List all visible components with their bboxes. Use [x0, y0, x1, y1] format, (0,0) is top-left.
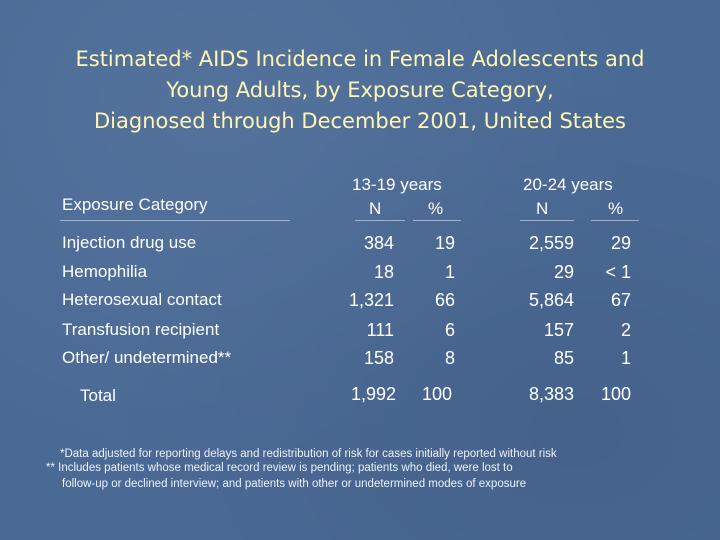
exposure-category-header: Exposure Category: [62, 195, 208, 214]
total-n1: 1,992: [350, 384, 396, 404]
group2-n-rule: [520, 220, 574, 221]
row-p1: 8: [444, 348, 455, 368]
group1-pct-rule: [413, 220, 461, 221]
row-p2: 67: [610, 290, 631, 310]
title-line-3: Diagnosed through December 2001, United …: [94, 109, 626, 133]
group-13-19-header: 13-19 years: [352, 175, 442, 194]
row-p1: 66: [434, 290, 455, 310]
group1-pct-header: %: [428, 199, 444, 218]
row-n1: 384: [363, 233, 394, 253]
row-p2: < 1: [605, 262, 631, 282]
group2-pct-rule: [591, 220, 639, 221]
row-n1: 1,321: [348, 290, 394, 310]
row-p2: 1: [620, 348, 631, 368]
row-n1: 158: [363, 348, 394, 368]
row-p2: 2: [620, 320, 631, 340]
row-n2: 2,559: [528, 233, 574, 253]
group-20-24-header: 20-24 years: [523, 175, 613, 194]
row-n2: 85: [553, 348, 574, 368]
row-p1: 19: [434, 233, 455, 253]
group2-n-header: N: [536, 199, 549, 218]
row-label: Injection drug use: [62, 233, 197, 252]
row-p2: 29: [610, 233, 631, 253]
row-label: Hemophilia: [62, 262, 148, 281]
total-p2: 100: [600, 384, 631, 404]
row-n2: 5,864: [528, 290, 574, 310]
row-p1: 1: [444, 262, 455, 282]
total-label: Total: [80, 386, 116, 405]
group2-pct-header: %: [608, 199, 624, 218]
row-p1: 6: [444, 320, 455, 340]
footnote-adjusted: *Data adjusted for reporting delays and …: [60, 448, 557, 460]
row-n2: 157: [543, 320, 574, 340]
row-label: Other/ undetermined**: [62, 348, 232, 367]
title-line-1: Estimated* AIDS Incidence in Female Adol…: [75, 47, 645, 71]
row-n2: 29: [553, 262, 574, 282]
total-n2: 8,383: [528, 384, 574, 404]
footnote-other: ** Includes patients whose medical recor…: [46, 462, 513, 474]
title-line-2: Young Adults, by Exposure Category,: [166, 78, 554, 102]
row-label: Transfusion recipient: [62, 320, 220, 339]
footnote-other-cont: follow-up or declined interview; and pat…: [62, 478, 527, 490]
row-label: Heterosexual contact: [62, 290, 222, 309]
total-p1: 100: [421, 384, 452, 404]
category-header-rule: [60, 220, 290, 221]
group1-n-header: N: [369, 199, 382, 218]
group1-n-rule: [355, 220, 405, 221]
slide-title: Estimated* AIDS Incidence in Female Adol…: [0, 44, 720, 137]
row-n1: 18: [373, 262, 394, 282]
row-n1: 111: [366, 320, 394, 340]
